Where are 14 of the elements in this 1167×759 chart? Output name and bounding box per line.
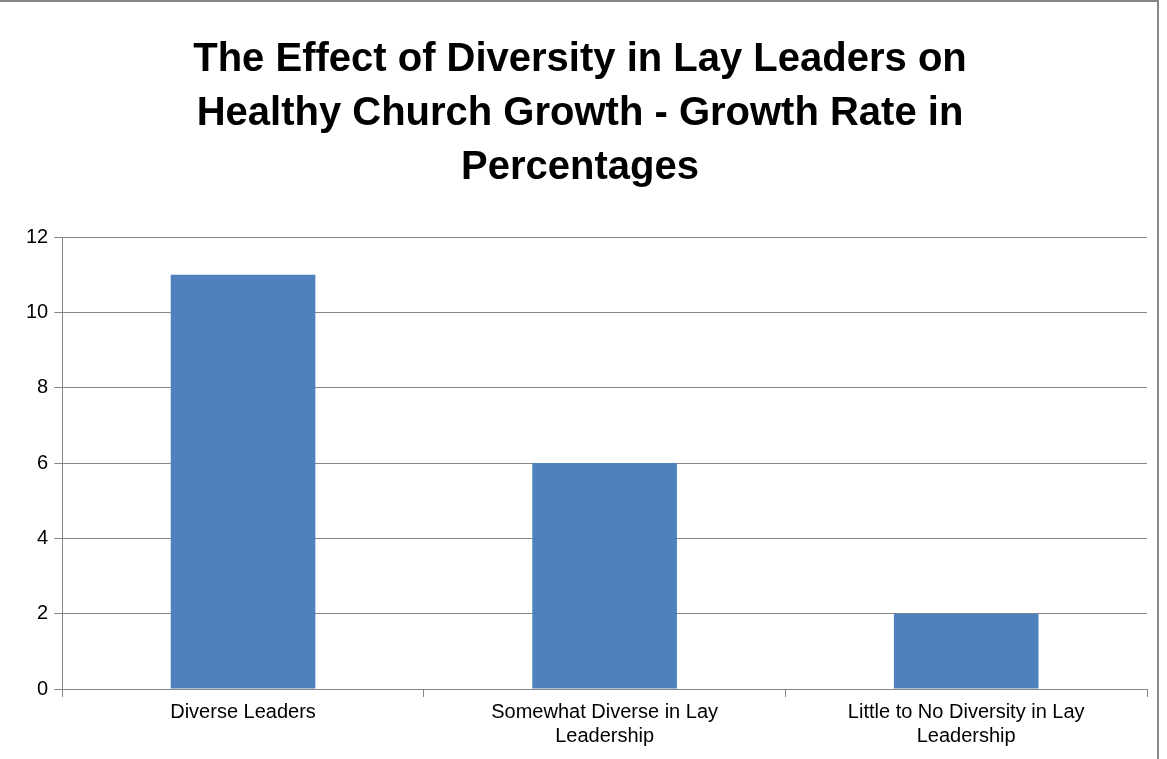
y-tick-label: 2 — [37, 601, 49, 624]
x-tick-label: Diverse Leaders — [170, 699, 316, 722]
y-tick-label: 10 — [26, 299, 49, 322]
bar — [532, 463, 677, 689]
x-tick-label: Little to No Diversity in Lay Leadership — [847, 699, 1085, 746]
y-tick-label: 12 — [26, 224, 49, 247]
y-tick-label: 8 — [37, 375, 49, 398]
y-tick-label: 4 — [37, 525, 49, 548]
y-tick-label: 0 — [37, 676, 49, 699]
x-tick-label: Somewhat Diverse in Lay Leadership — [491, 699, 719, 746]
chart-title: The Effect of Diversity in Lay Leaders on Healthy Church Growth - Growth Rate in Percentages — [192, 34, 968, 189]
bar — [893, 613, 1039, 689]
y-tick-label: 6 — [37, 450, 49, 473]
bar — [170, 274, 316, 689]
